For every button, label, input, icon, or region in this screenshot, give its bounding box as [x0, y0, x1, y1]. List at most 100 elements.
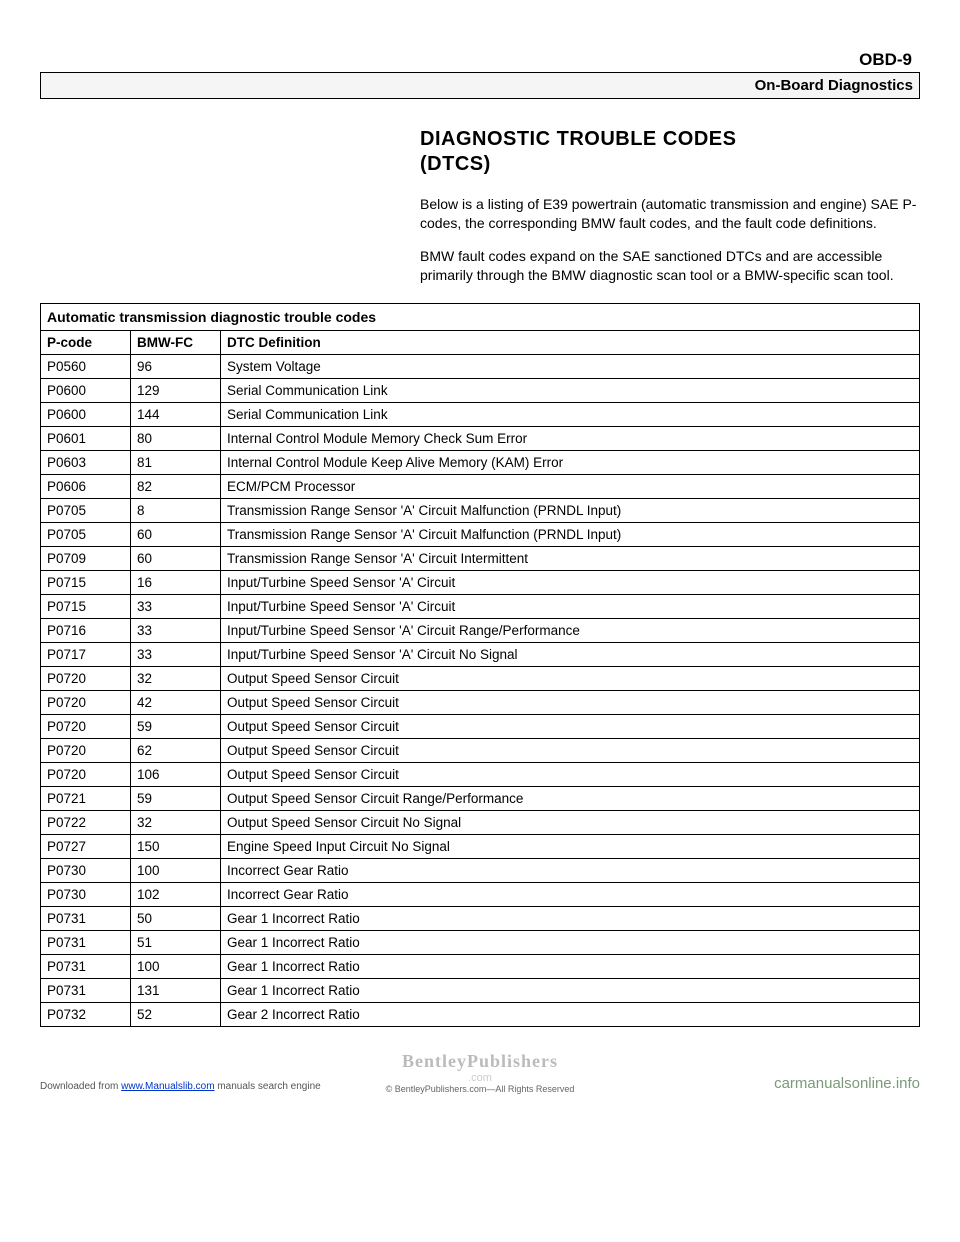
cell-pcode: P0705 [41, 498, 131, 522]
table-row: P072059Output Speed Sensor Circuit [41, 714, 920, 738]
cell-bmwfc: 82 [131, 474, 221, 498]
cell-definition: Gear 1 Incorrect Ratio [221, 978, 920, 1002]
cell-bmwfc: 150 [131, 834, 221, 858]
footer: BentleyPublishers .com © BentleyPublishe… [40, 1051, 920, 1094]
cell-bmwfc: 106 [131, 762, 221, 786]
cell-bmwfc: 100 [131, 954, 221, 978]
table-row: P0730102Incorrect Gear Ratio [41, 882, 920, 906]
table-row: P0731100Gear 1 Incorrect Ratio [41, 954, 920, 978]
cell-bmwfc: 51 [131, 930, 221, 954]
cell-definition: Gear 1 Incorrect Ratio [221, 906, 920, 930]
cell-bmwfc: 52 [131, 1002, 221, 1026]
cell-definition: Input/Turbine Speed Sensor 'A' Circuit R… [221, 618, 920, 642]
document-page: OBD-9 On-Board Diagnostics DIAGNOSTIC TR… [0, 0, 960, 1124]
table-row: P073252Gear 2 Incorrect Ratio [41, 1002, 920, 1026]
table-row: P072062Output Speed Sensor Circuit [41, 738, 920, 762]
table-row: P071633Input/Turbine Speed Sensor 'A' Ci… [41, 618, 920, 642]
cell-bmwfc: 32 [131, 810, 221, 834]
cell-pcode: P0600 [41, 378, 131, 402]
table-row: P060180Internal Control Module Memory Ch… [41, 426, 920, 450]
cell-pcode: P0722 [41, 810, 131, 834]
cell-pcode: P0600 [41, 402, 131, 426]
table-row: P0731131Gear 1 Incorrect Ratio [41, 978, 920, 1002]
cell-definition: Incorrect Gear Ratio [221, 882, 920, 906]
cell-definition: Output Speed Sensor Circuit [221, 738, 920, 762]
cell-bmwfc: 80 [131, 426, 221, 450]
cell-definition: Gear 2 Incorrect Ratio [221, 1002, 920, 1026]
cell-pcode: P0720 [41, 738, 131, 762]
cell-bmwfc: 33 [131, 594, 221, 618]
cell-definition: Transmission Range Sensor 'A' Circuit Ma… [221, 498, 920, 522]
cell-definition: Output Speed Sensor Circuit [221, 714, 920, 738]
cell-bmwfc: 8 [131, 498, 221, 522]
cell-pcode: P0715 [41, 594, 131, 618]
table-row: P073150Gear 1 Incorrect Ratio [41, 906, 920, 930]
cell-bmwfc: 60 [131, 522, 221, 546]
download-link[interactable]: www.Manualslib.com [121, 1081, 214, 1092]
cell-bmwfc: 81 [131, 450, 221, 474]
cell-bmwfc: 33 [131, 642, 221, 666]
cell-pcode: P0731 [41, 906, 131, 930]
cell-pcode: P0720 [41, 762, 131, 786]
col-header-definition: DTC Definition [221, 330, 920, 354]
cell-definition: Gear 1 Incorrect Ratio [221, 954, 920, 978]
cell-definition: Internal Control Module Keep Alive Memor… [221, 450, 920, 474]
table-row: P072232Output Speed Sensor Circuit No Si… [41, 810, 920, 834]
cell-bmwfc: 131 [131, 978, 221, 1002]
cell-definition: Input/Turbine Speed Sensor 'A' Circuit [221, 570, 920, 594]
table-row: P060381Internal Control Module Keep Aliv… [41, 450, 920, 474]
cell-pcode: P0731 [41, 954, 131, 978]
cell-pcode: P0709 [41, 546, 131, 570]
cell-definition: Output Speed Sensor Circuit [221, 690, 920, 714]
cell-pcode: P0730 [41, 882, 131, 906]
cell-pcode: P0560 [41, 354, 131, 378]
cell-pcode: P0731 [41, 930, 131, 954]
table-row: P071516Input/Turbine Speed Sensor 'A' Ci… [41, 570, 920, 594]
cell-definition: Transmission Range Sensor 'A' Circuit In… [221, 546, 920, 570]
cell-bmwfc: 33 [131, 618, 221, 642]
footer-download: Downloaded from www.Manualslib.com manua… [40, 1081, 321, 1092]
cell-definition: Incorrect Gear Ratio [221, 858, 920, 882]
cell-definition: Output Speed Sensor Circuit [221, 762, 920, 786]
cell-pcode: P0601 [41, 426, 131, 450]
cell-pcode: P0720 [41, 690, 131, 714]
table-row: P0720106Output Speed Sensor Circuit [41, 762, 920, 786]
table-row: P071533Input/Turbine Speed Sensor 'A' Ci… [41, 594, 920, 618]
cell-bmwfc: 59 [131, 786, 221, 810]
cell-pcode: P0721 [41, 786, 131, 810]
table-row: P072159Output Speed Sensor Circuit Range… [41, 786, 920, 810]
cell-bmwfc: 42 [131, 690, 221, 714]
header-bar: On-Board Diagnostics [40, 72, 920, 99]
cell-definition: Serial Communication Link [221, 378, 920, 402]
col-header-pcode: P-code [41, 330, 131, 354]
cell-definition: Serial Communication Link [221, 402, 920, 426]
cell-definition: Output Speed Sensor Circuit Range/Perfor… [221, 786, 920, 810]
cell-bmwfc: 100 [131, 858, 221, 882]
cell-pcode: P0730 [41, 858, 131, 882]
cell-definition: Transmission Range Sensor 'A' Circuit Ma… [221, 522, 920, 546]
cell-bmwfc: 16 [131, 570, 221, 594]
cell-pcode: P0720 [41, 714, 131, 738]
cell-definition: Output Speed Sensor Circuit No Signal [221, 810, 920, 834]
table-caption: Automatic transmission diagnostic troubl… [40, 303, 920, 330]
cell-definition: Input/Turbine Speed Sensor 'A' Circuit N… [221, 642, 920, 666]
table-row: P060682ECM/PCM Processor [41, 474, 920, 498]
cell-bmwfc: 96 [131, 354, 221, 378]
cell-bmwfc: 102 [131, 882, 221, 906]
table-row: P0600144Serial Communication Link [41, 402, 920, 426]
cell-bmwfc: 60 [131, 546, 221, 570]
cell-definition: Output Speed Sensor Circuit [221, 666, 920, 690]
table-row: P0600129Serial Communication Link [41, 378, 920, 402]
cell-pcode: P0705 [41, 522, 131, 546]
cell-definition: Engine Speed Input Circuit No Signal [221, 834, 920, 858]
intro-paragraph-2: BMW fault codes expand on the SAE sancti… [420, 247, 920, 285]
table-header-row: P-code BMW-FC DTC Definition [41, 330, 920, 354]
cell-pcode: P0720 [41, 666, 131, 690]
cell-bmwfc: 50 [131, 906, 221, 930]
cell-definition: Input/Turbine Speed Sensor 'A' Circuit [221, 594, 920, 618]
table-row: P072042Output Speed Sensor Circuit [41, 690, 920, 714]
cell-pcode: P0731 [41, 978, 131, 1002]
title-line-2: (DTCS) [420, 153, 491, 175]
footer-site: carmanualsonline.info [774, 1075, 920, 1092]
table-row: P0727150Engine Speed Input Circuit No Si… [41, 834, 920, 858]
